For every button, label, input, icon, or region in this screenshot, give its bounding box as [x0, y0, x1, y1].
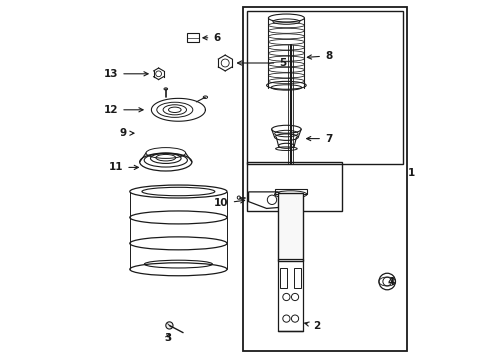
Text: 13: 13	[104, 69, 148, 79]
Bar	[247, 162, 342, 211]
Text: 2: 2	[305, 321, 320, 331]
Text: 9: 9	[120, 128, 134, 138]
Text: 4: 4	[387, 276, 394, 287]
Bar	[243, 7, 407, 351]
Text: 6: 6	[203, 33, 220, 43]
Bar	[278, 259, 303, 331]
Bar	[294, 268, 301, 288]
Bar	[247, 11, 403, 164]
Text: 11: 11	[109, 162, 138, 172]
Text: 10: 10	[214, 198, 245, 208]
Bar	[274, 189, 307, 194]
Text: 8: 8	[307, 51, 332, 61]
Text: 3: 3	[164, 333, 171, 343]
Circle shape	[166, 322, 173, 329]
Text: 1: 1	[408, 168, 416, 178]
Text: 7: 7	[307, 134, 332, 144]
Text: 5: 5	[238, 58, 287, 68]
Bar	[280, 268, 288, 288]
Bar	[187, 33, 199, 42]
Bar	[278, 193, 303, 261]
Text: 12: 12	[104, 105, 143, 115]
